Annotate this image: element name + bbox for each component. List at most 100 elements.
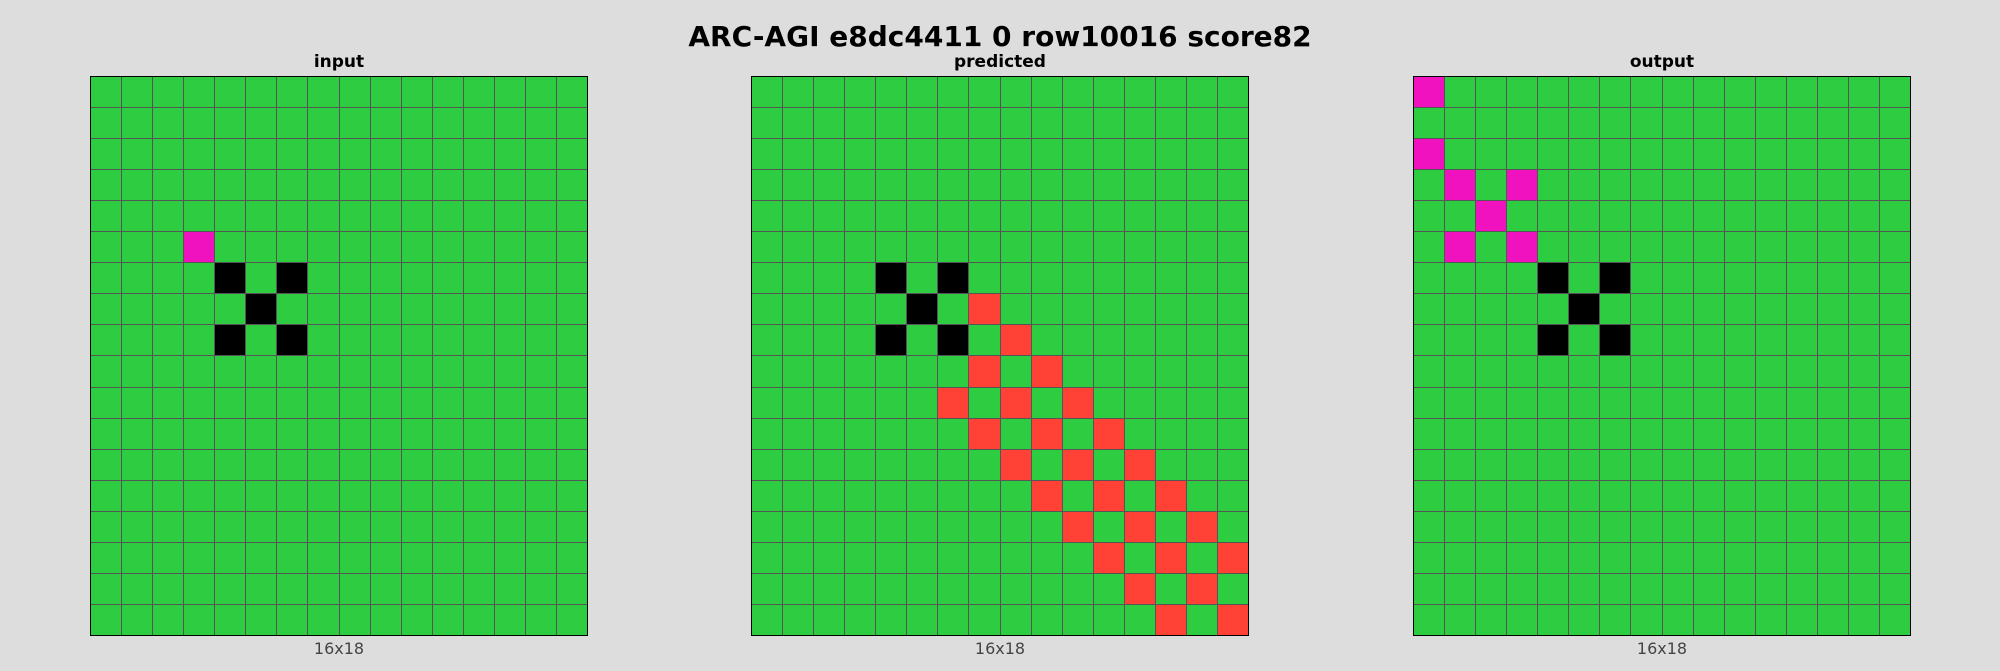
grid-cell [370, 604, 401, 635]
grid-cell [1124, 77, 1155, 108]
grid-cell [1093, 604, 1124, 635]
grid-cell [752, 542, 783, 573]
grid-cell [246, 573, 277, 604]
grid-cell [1155, 108, 1186, 139]
grid-cell [122, 542, 153, 573]
grid-cell [1631, 542, 1662, 573]
grid-cell [339, 511, 370, 542]
grid-cell [1569, 108, 1600, 139]
grid-cell [432, 325, 463, 356]
grid-cell [783, 573, 814, 604]
grid-cell [122, 139, 153, 170]
grid-cell [1600, 325, 1631, 356]
grid-cell [1093, 108, 1124, 139]
grid-cell [432, 232, 463, 263]
grid-cell [1569, 542, 1600, 573]
grid-cell [1600, 263, 1631, 294]
grid-cell [1000, 139, 1031, 170]
grid-cell [1476, 511, 1507, 542]
grid-cell [1124, 511, 1155, 542]
grid-cell [1662, 294, 1693, 325]
grid-cell [969, 325, 1000, 356]
grid-cell [1879, 573, 1910, 604]
grid-cell [1724, 418, 1755, 449]
output-grid [1413, 76, 1911, 636]
grid-cell [1538, 263, 1569, 294]
grid-cell [184, 263, 215, 294]
grid-cell [184, 356, 215, 387]
grid-cell [1600, 418, 1631, 449]
grid-cell [308, 418, 339, 449]
grid-cell [1414, 449, 1445, 480]
grid-cell [1569, 449, 1600, 480]
grid-cell [845, 480, 876, 511]
grid-cell [1879, 263, 1910, 294]
grid-cell [1476, 542, 1507, 573]
grid-cell [246, 604, 277, 635]
grid-cell [153, 573, 184, 604]
grid-cell [1631, 201, 1662, 232]
grid-cell [814, 139, 845, 170]
grid-cell [1538, 480, 1569, 511]
grid-cell [1445, 263, 1476, 294]
grid-cell [1631, 263, 1662, 294]
grid-cell [1093, 542, 1124, 573]
grid-cell [1507, 77, 1538, 108]
grid-cell [1755, 294, 1786, 325]
grid-cell [1186, 480, 1217, 511]
grid-cell [1476, 573, 1507, 604]
grid-cell [556, 77, 587, 108]
grid-cell [814, 542, 845, 573]
grid-cell [1507, 139, 1538, 170]
grid-cell [1662, 170, 1693, 201]
grid-cell [184, 77, 215, 108]
grid-cell [969, 604, 1000, 635]
grid-cell [1631, 232, 1662, 263]
panel-input: input 16x18 [90, 50, 588, 658]
grid-cell [1445, 387, 1476, 418]
grid-cell [783, 604, 814, 635]
grid-cell [969, 232, 1000, 263]
grid-cell [1662, 573, 1693, 604]
grid-cell [845, 573, 876, 604]
grid-cell [1414, 325, 1445, 356]
grid-cell [153, 232, 184, 263]
grid-cell [463, 201, 494, 232]
grid-cell [1538, 604, 1569, 635]
grid-cell [907, 449, 938, 480]
grid-cell [938, 139, 969, 170]
grid-cell [752, 418, 783, 449]
grid-cell [1600, 77, 1631, 108]
grid-cell [1093, 573, 1124, 604]
grid-cell [814, 356, 845, 387]
grid-cell [1538, 511, 1569, 542]
grid-cell [907, 232, 938, 263]
grid-cell [1124, 232, 1155, 263]
grid-cell [184, 232, 215, 263]
grid-cell [1414, 573, 1445, 604]
grid-cell [184, 449, 215, 480]
grid-cell [1879, 604, 1910, 635]
grid-cell [277, 170, 308, 201]
grid-cell [184, 604, 215, 635]
grid-cell [401, 418, 432, 449]
grid-cell [91, 387, 122, 418]
grid-cell [783, 263, 814, 294]
grid-cell [1155, 418, 1186, 449]
grid-cell [1476, 387, 1507, 418]
grid-cell [1507, 418, 1538, 449]
grid-cell [1217, 294, 1248, 325]
grid-cell [1724, 325, 1755, 356]
grid-cell [938, 480, 969, 511]
grid-cell [1186, 511, 1217, 542]
grid-cell [969, 542, 1000, 573]
grid-cell [814, 480, 845, 511]
grid-cell [370, 387, 401, 418]
grid-cell [1000, 449, 1031, 480]
grid-cell [91, 449, 122, 480]
grid-cell [1062, 604, 1093, 635]
grid-cell [277, 325, 308, 356]
grid-cell [1724, 573, 1755, 604]
grid-cell [1000, 263, 1031, 294]
grid-cell [1186, 139, 1217, 170]
